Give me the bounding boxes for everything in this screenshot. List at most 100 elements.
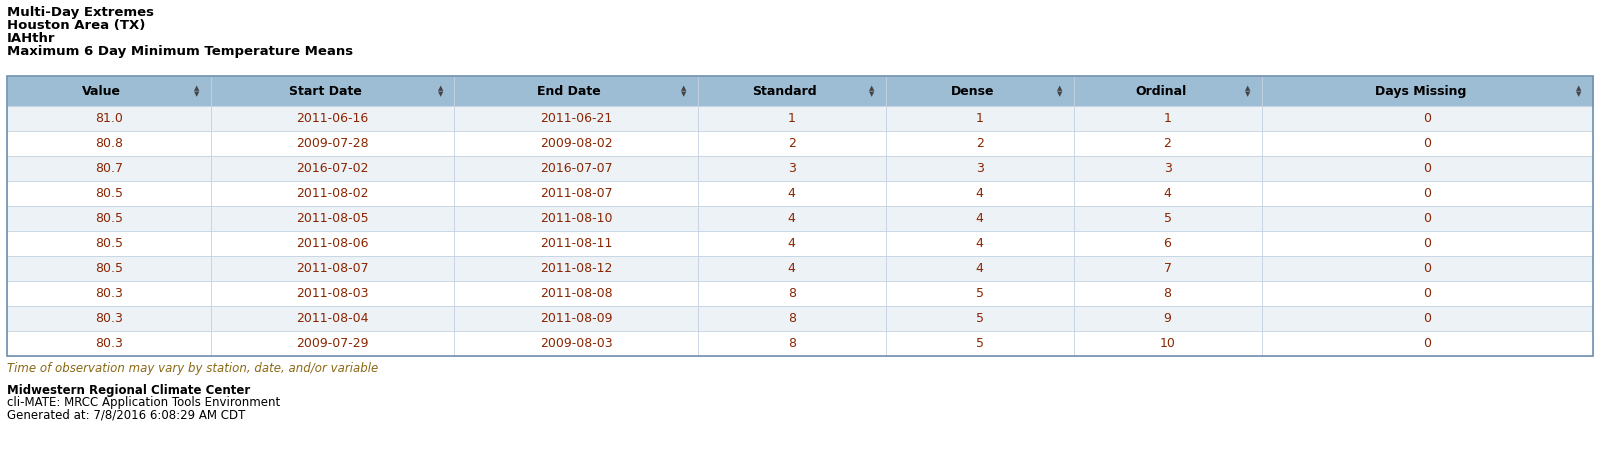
Bar <box>6 131 211 156</box>
Text: 0: 0 <box>1424 187 1432 200</box>
Bar <box>211 76 454 106</box>
Text: 4: 4 <box>976 262 984 275</box>
Bar <box>6 106 211 131</box>
Text: IAHthr: IAHthr <box>6 32 56 45</box>
Text: 0: 0 <box>1424 337 1432 350</box>
Bar <box>1261 181 1594 206</box>
Text: 3: 3 <box>1163 162 1171 175</box>
Text: ▼: ▼ <box>1576 91 1582 97</box>
Bar <box>698 131 886 156</box>
Text: 2011-08-05: 2011-08-05 <box>296 212 370 225</box>
Bar <box>6 231 211 256</box>
Bar <box>698 106 886 131</box>
Bar <box>1074 76 1261 106</box>
Text: 0: 0 <box>1424 312 1432 325</box>
Bar <box>1074 181 1261 206</box>
Text: 2011-08-08: 2011-08-08 <box>539 287 613 300</box>
Text: 8: 8 <box>787 287 795 300</box>
Text: 1: 1 <box>1163 112 1171 125</box>
Text: 4: 4 <box>1163 187 1171 200</box>
Text: 80.3: 80.3 <box>94 312 123 325</box>
Text: 0: 0 <box>1424 137 1432 150</box>
Text: Ordinal: Ordinal <box>1134 84 1186 98</box>
Bar <box>886 256 1074 281</box>
Bar <box>1074 106 1261 131</box>
Text: 4: 4 <box>787 187 795 200</box>
Text: 1: 1 <box>976 112 984 125</box>
Text: 4: 4 <box>976 212 984 225</box>
Text: ▼: ▼ <box>1058 91 1062 97</box>
Bar <box>1074 231 1261 256</box>
Text: 2009-07-29: 2009-07-29 <box>296 337 368 350</box>
Bar <box>886 281 1074 306</box>
Bar <box>698 156 886 181</box>
Text: 0: 0 <box>1424 212 1432 225</box>
Text: 0: 0 <box>1424 287 1432 300</box>
Bar <box>6 331 211 356</box>
Text: 81.0: 81.0 <box>94 112 123 125</box>
Text: 3: 3 <box>787 162 795 175</box>
Text: 9: 9 <box>1163 312 1171 325</box>
Text: 2011-08-07: 2011-08-07 <box>539 187 613 200</box>
Text: 80.5: 80.5 <box>94 262 123 275</box>
Text: 2009-08-02: 2009-08-02 <box>539 137 613 150</box>
Bar <box>211 231 454 256</box>
Bar <box>886 231 1074 256</box>
Bar <box>698 231 886 256</box>
Bar <box>211 156 454 181</box>
Text: 80.3: 80.3 <box>94 337 123 350</box>
Bar <box>1261 256 1594 281</box>
Text: 2011-06-16: 2011-06-16 <box>296 112 368 125</box>
Bar <box>1074 281 1261 306</box>
Bar <box>454 331 698 356</box>
Bar <box>6 256 211 281</box>
Text: 80.3: 80.3 <box>94 287 123 300</box>
Text: 80.5: 80.5 <box>94 237 123 250</box>
Bar <box>1261 76 1594 106</box>
Bar <box>698 76 886 106</box>
Bar <box>1261 106 1594 131</box>
Text: ▼: ▼ <box>194 91 200 97</box>
Bar <box>1261 231 1594 256</box>
Text: 4: 4 <box>976 237 984 250</box>
Text: 0: 0 <box>1424 237 1432 250</box>
Bar <box>211 206 454 231</box>
Text: Start Date: Start Date <box>290 84 362 98</box>
Text: ▼: ▼ <box>437 91 443 97</box>
Text: 2009-08-03: 2009-08-03 <box>539 337 613 350</box>
Text: ▼: ▼ <box>869 91 874 97</box>
Text: 5: 5 <box>976 312 984 325</box>
Text: 2011-08-10: 2011-08-10 <box>539 212 613 225</box>
Bar <box>6 181 211 206</box>
Bar <box>6 156 211 181</box>
Text: 4: 4 <box>787 212 795 225</box>
Bar <box>211 331 454 356</box>
Bar <box>698 281 886 306</box>
Text: ▲: ▲ <box>682 85 686 91</box>
Text: Generated at: 7/8/2016 6:08:29 AM CDT: Generated at: 7/8/2016 6:08:29 AM CDT <box>6 408 245 421</box>
Bar <box>211 306 454 331</box>
Bar <box>886 106 1074 131</box>
Bar <box>698 306 886 331</box>
Bar <box>454 306 698 331</box>
Text: 2011-08-06: 2011-08-06 <box>296 237 368 250</box>
Text: Dense: Dense <box>950 84 994 98</box>
Text: ▲: ▲ <box>1058 85 1062 91</box>
Text: 2016-07-02: 2016-07-02 <box>296 162 368 175</box>
Text: End Date: End Date <box>538 84 602 98</box>
Bar <box>1074 331 1261 356</box>
Text: ▼: ▼ <box>682 91 686 97</box>
Text: 2011-08-02: 2011-08-02 <box>296 187 368 200</box>
Text: 10: 10 <box>1160 337 1176 350</box>
Bar <box>886 206 1074 231</box>
Text: 2011-08-04: 2011-08-04 <box>296 312 368 325</box>
Text: 4: 4 <box>787 262 795 275</box>
Bar <box>1261 131 1594 156</box>
Text: Multi-Day Extremes: Multi-Day Extremes <box>6 6 154 19</box>
Bar <box>454 281 698 306</box>
Bar <box>454 156 698 181</box>
Bar <box>211 181 454 206</box>
Text: 1: 1 <box>787 112 795 125</box>
Text: 8: 8 <box>1163 287 1171 300</box>
Text: 0: 0 <box>1424 262 1432 275</box>
